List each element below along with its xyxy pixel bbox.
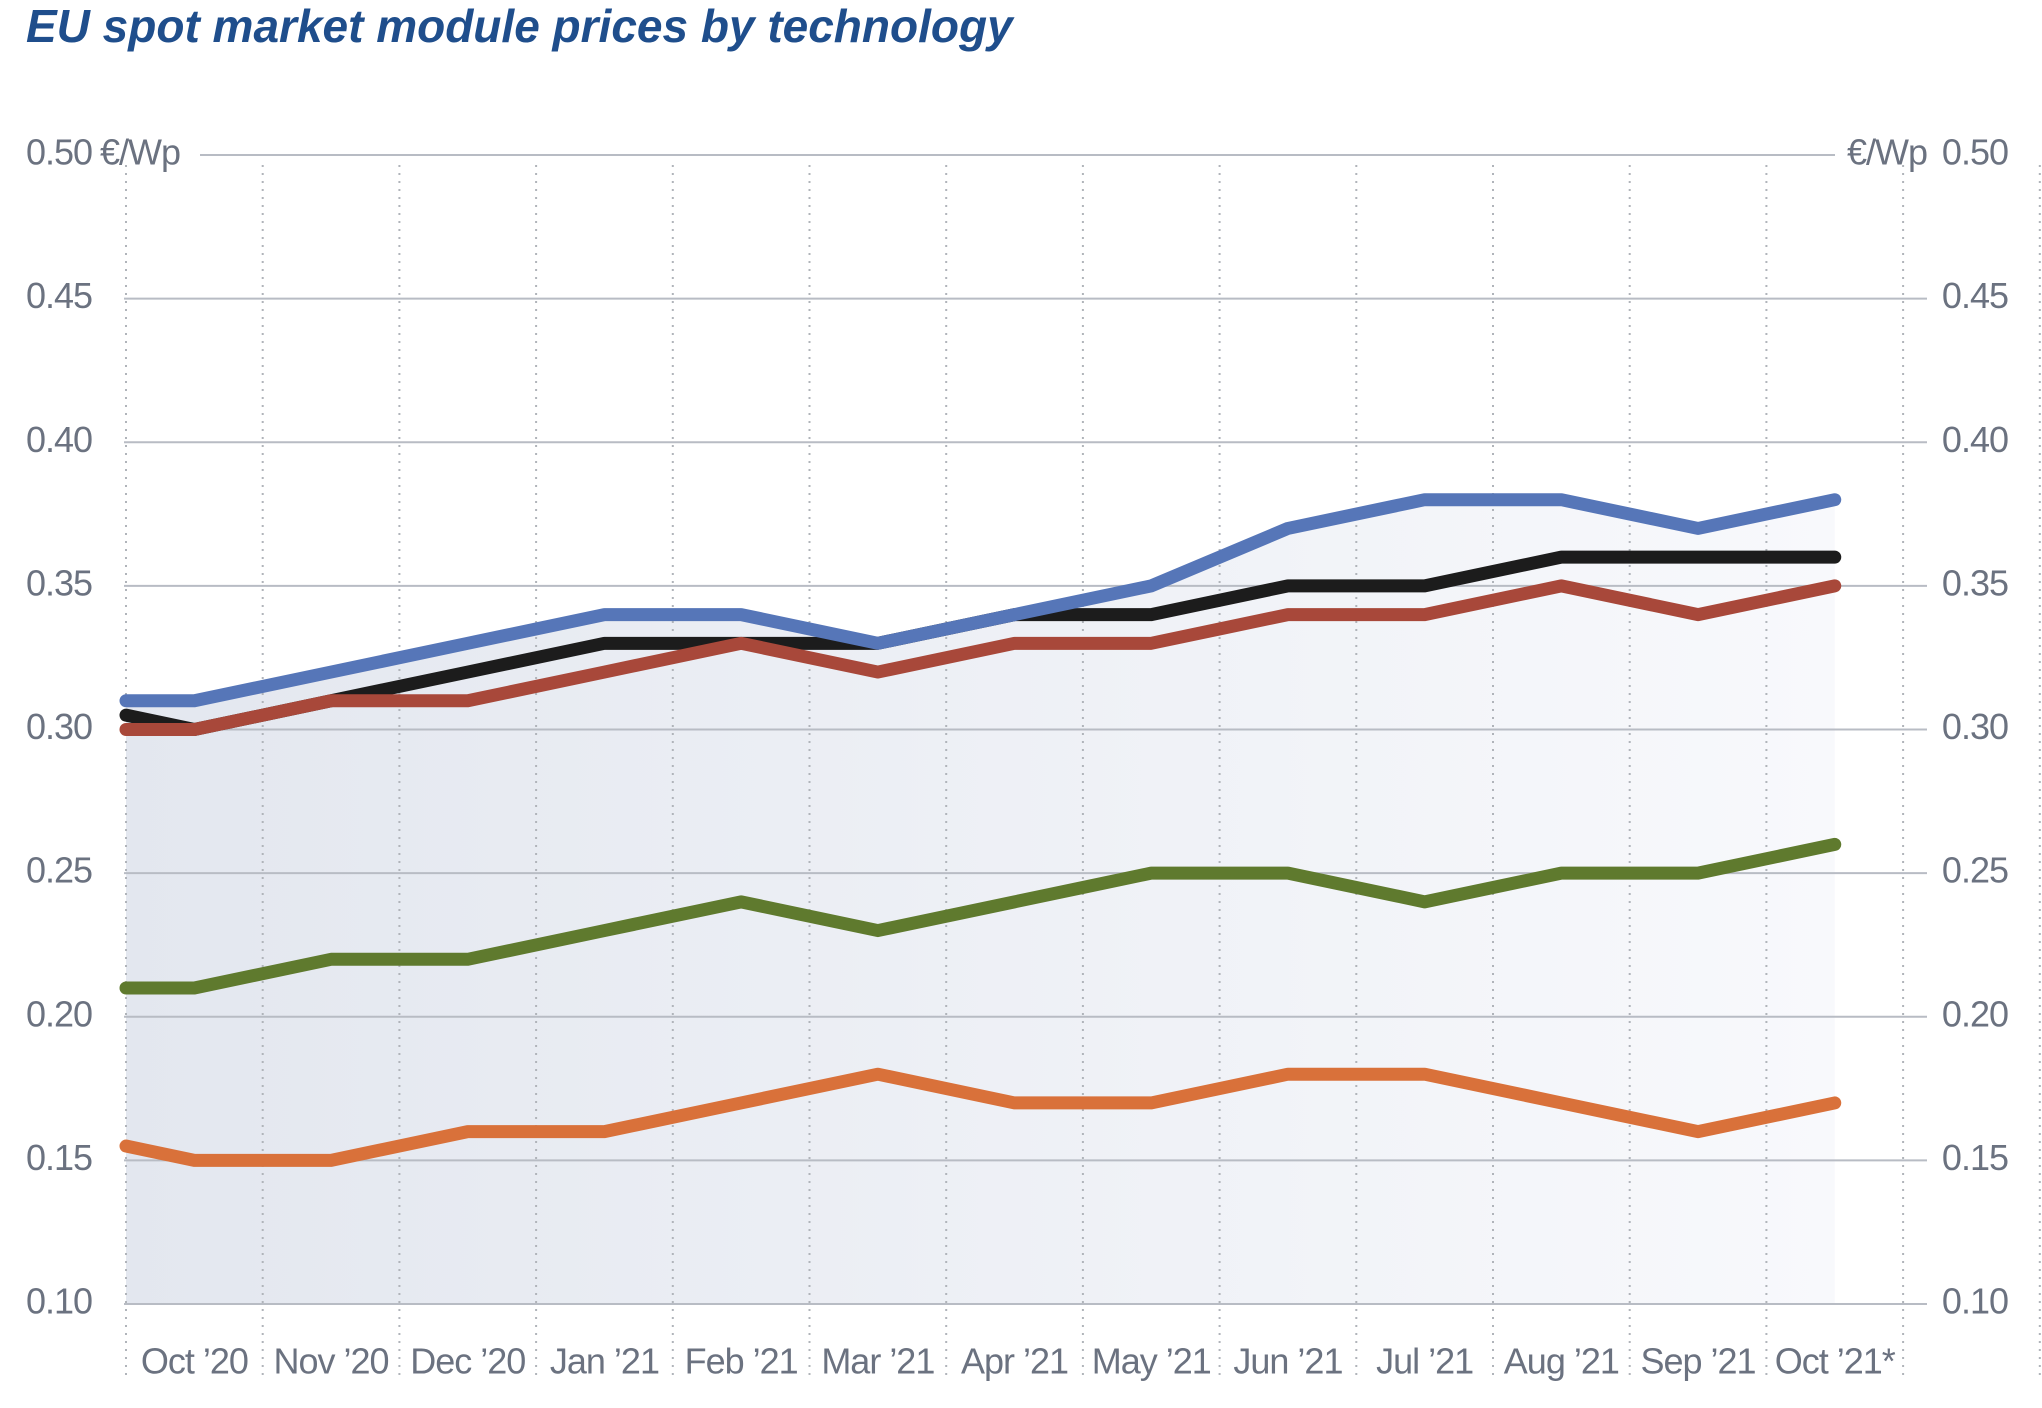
y-tick-label: 0.40	[26, 419, 92, 460]
x-tick-label: Oct ’20	[141, 1341, 248, 1382]
y2-tick-label: 0.25	[1942, 850, 2008, 891]
area-layer	[126, 499, 1835, 1304]
area-shade	[126, 499, 1835, 1304]
y2-tick-label: 0.10	[1942, 1281, 2008, 1322]
x-tick-label: Mar ’21	[821, 1341, 934, 1382]
chart-title: EU spot market module prices by technolo…	[26, 0, 1015, 52]
y-tick-label: 0.25	[26, 850, 92, 891]
y-tick-label: 0.50	[26, 132, 92, 173]
y2-unit: €/Wp	[1847, 132, 1927, 173]
y2-tick-label: 0.35	[1942, 562, 2008, 603]
series-line	[119, 493, 1842, 708]
series-line	[119, 579, 1842, 736]
series-line	[119, 1067, 1842, 1167]
x-tick-label: Oct ’21*	[1775, 1341, 1896, 1382]
x-tick-label: Dec ’20	[410, 1341, 525, 1382]
x-tick-label: Sep ’21	[1640, 1341, 1755, 1382]
line-layer	[119, 493, 1842, 1167]
x-tick-label: Apr ’21	[961, 1341, 1068, 1382]
y-tick-label: 0.30	[26, 706, 92, 747]
series-line	[119, 837, 1842, 995]
x-tick-label: May ’21	[1092, 1341, 1211, 1382]
x-tick-label: Nov ’20	[274, 1341, 389, 1382]
y-tick-label: 0.45	[26, 275, 92, 316]
y-tick-label: 0.15	[26, 1137, 92, 1178]
x-tick-label: Feb ’21	[685, 1341, 798, 1382]
x-tick-label: Aug ’21	[1504, 1341, 1619, 1382]
y-unit: €/Wp	[100, 132, 180, 173]
y-tick-label: 0.10	[26, 1281, 92, 1322]
y2-tick-label: 0.50	[1942, 132, 2008, 173]
y2-tick-label: 0.20	[1942, 993, 2008, 1034]
x-tick-label: Jan ’21	[550, 1341, 659, 1382]
x-tick-label: Jun ’21	[1233, 1341, 1342, 1382]
y-tick-label: 0.20	[26, 993, 92, 1034]
y2-tick-label: 0.45	[1942, 275, 2008, 316]
y2-tick-label: 0.15	[1942, 1137, 2008, 1178]
x-tick-label: Jul ’21	[1376, 1341, 1473, 1382]
y2-tick-label: 0.40	[1942, 419, 2008, 460]
y-tick-label: 0.35	[26, 562, 92, 603]
y2-tick-label: 0.30	[1942, 706, 2008, 747]
